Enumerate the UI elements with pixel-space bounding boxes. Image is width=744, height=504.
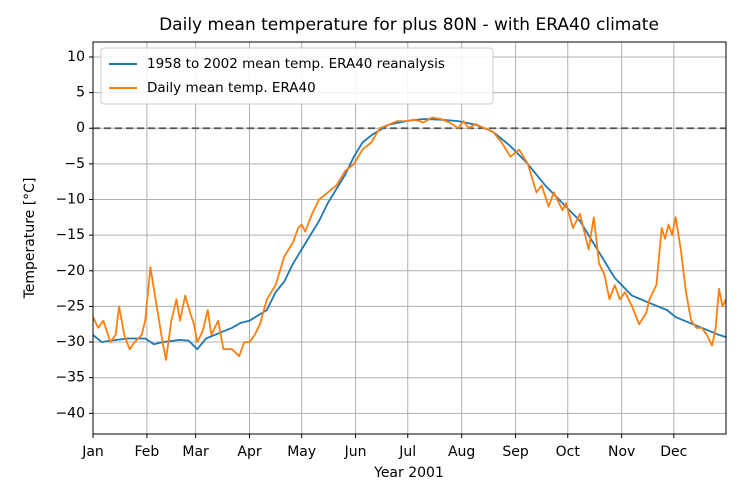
y-tick-label: 0 bbox=[76, 120, 85, 136]
y-tick-label: −35 bbox=[55, 370, 85, 386]
y-tick-label: −30 bbox=[55, 334, 85, 350]
x-tick-label: Feb bbox=[135, 444, 160, 460]
chart-title: Daily mean temperature for plus 80N - wi… bbox=[159, 15, 659, 35]
y-tick-label: 10 bbox=[67, 49, 85, 65]
x-tick-label: Nov bbox=[608, 444, 635, 460]
y-tick-label: −25 bbox=[55, 298, 85, 314]
series-line bbox=[93, 116, 726, 361]
x-tick-label: Jan bbox=[81, 444, 104, 460]
x-tick-label: Apr bbox=[237, 444, 261, 460]
x-tick-label: May bbox=[287, 444, 316, 460]
plot-frame bbox=[92, 41, 727, 435]
x-tick-label: Dec bbox=[660, 444, 687, 460]
x-axis-label: Year 2001 bbox=[373, 465, 444, 481]
y-tick-label: −40 bbox=[55, 405, 85, 421]
x-tick-label: Aug bbox=[448, 444, 475, 460]
x-tick-label: Sep bbox=[502, 444, 529, 460]
legend-label: 1958 to 2002 mean temp. ERA40 reanalysis bbox=[147, 56, 445, 72]
y-tick-label: −10 bbox=[55, 192, 85, 208]
y-tick-label: 5 bbox=[76, 85, 85, 101]
x-tick-label: Jun bbox=[344, 444, 367, 460]
y-tick-label: −15 bbox=[55, 227, 85, 243]
y-axis-label: Temperature [°C] bbox=[22, 178, 38, 300]
y-tick-label: −20 bbox=[55, 263, 85, 279]
series-line bbox=[93, 118, 726, 351]
x-tick-label: Mar bbox=[182, 444, 209, 460]
legend-box bbox=[100, 47, 494, 105]
x-tick-label: Jul bbox=[398, 444, 416, 460]
x-tick-label: Oct bbox=[556, 444, 581, 460]
y-tick-label: −5 bbox=[64, 156, 85, 172]
legend-label: Daily mean temp. ERA40 bbox=[147, 80, 316, 96]
